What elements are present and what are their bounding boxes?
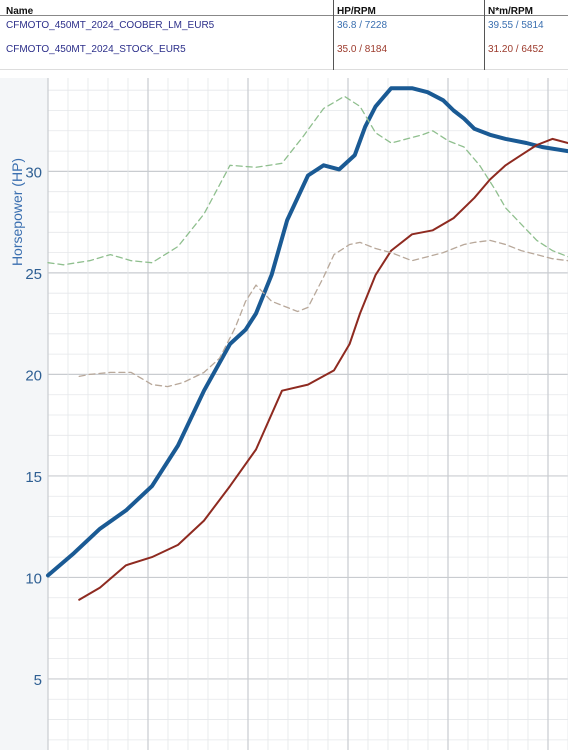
legend-row-nm-rpm: 31.20 / 6452	[488, 44, 544, 55]
series-line-torque	[47, 95, 568, 266]
y-tick-label: 20	[25, 367, 42, 384]
legend-row-hp-rpm: 35.0 / 8184	[337, 44, 388, 55]
series-line-power	[46, 86, 568, 578]
y-tick-label: 30	[25, 164, 42, 181]
legend-header-divider	[0, 15, 568, 16]
dyno-chart: 5 10 15 20 25 30 Horsepower (HP)	[0, 78, 568, 750]
legend-row-hp-rpm: 36.8 / 7228	[337, 20, 388, 31]
y-tick-label: 15	[25, 469, 42, 486]
y-tick-label: 10	[25, 570, 42, 587]
legend-row-nm-rpm: 39.55 / 5814	[488, 20, 544, 31]
legend-row-name: CFMOTO_450MT_2024_STOCK_EUR5	[6, 44, 186, 55]
y-axis-title: Horsepower (HP)	[9, 158, 25, 266]
y-axis-band	[0, 78, 48, 750]
y-tick-label: 25	[25, 266, 42, 283]
legend-header-hp-rpm: HP/RPM	[337, 6, 376, 17]
y-tick-label: 5	[34, 672, 42, 689]
legend-table: Name HP/RPM N*m/RPM CFMOTO_450MT_2024_CO…	[0, 0, 568, 70]
legend-header-nm-rpm: N*m/RPM	[488, 6, 534, 17]
legend-bottom-divider	[0, 69, 568, 70]
legend-column-divider	[333, 0, 334, 70]
legend-column-divider	[484, 0, 485, 70]
legend-row-name: CFMOTO_450MT_2024_COOBER_LM_EUR5	[6, 20, 215, 31]
legend-header-name: Name	[6, 6, 34, 17]
series-line-torque	[78, 239, 568, 388]
series-line-power	[78, 137, 568, 601]
